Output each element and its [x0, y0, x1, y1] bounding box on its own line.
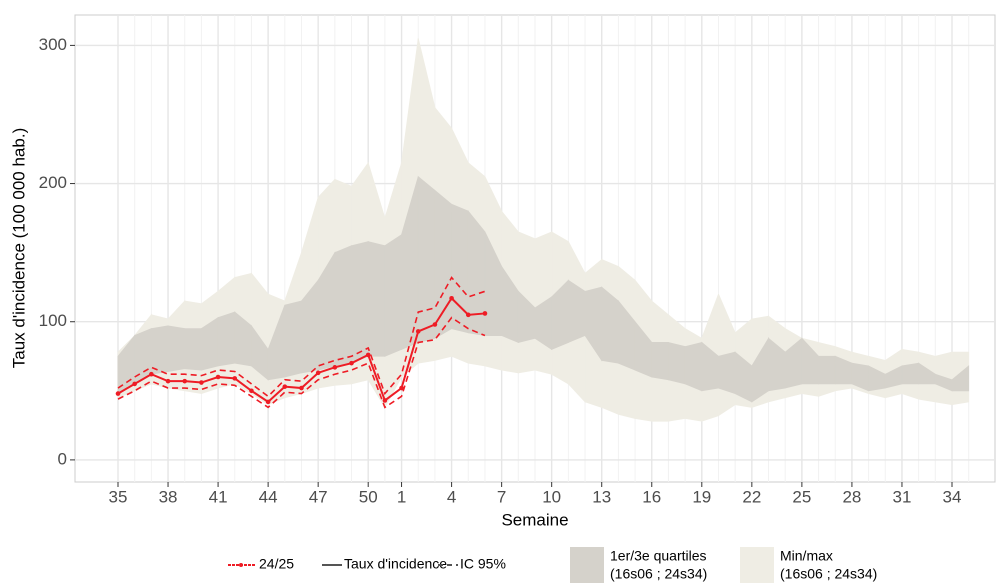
- x-tick-label: 16: [642, 487, 661, 506]
- x-tick-label: 35: [109, 487, 128, 506]
- band-segment: [150, 325, 169, 375]
- legend-label: 1er/3e quartiles: [610, 548, 707, 564]
- x-tick-label: 50: [359, 487, 378, 506]
- y-axis-label: Taux d'incidence (100 000 hab.): [9, 128, 28, 368]
- x-tick-label: 38: [159, 487, 178, 506]
- y-tick-label: 300: [39, 35, 67, 54]
- legend-swatch: [570, 547, 604, 583]
- x-tick-label: 47: [309, 487, 328, 506]
- series-point: [232, 376, 238, 381]
- x-tick-label: 13: [592, 487, 611, 506]
- legend-label: (16s06 ; 24s34): [780, 566, 877, 582]
- x-tick-label: 4: [447, 487, 456, 506]
- band-segment: [601, 286, 619, 364]
- series-point: [249, 388, 254, 394]
- y-tick-label: 200: [39, 173, 67, 192]
- legend-swatch: [740, 547, 774, 583]
- x-tick-label: 7: [497, 487, 506, 506]
- series-point: [265, 399, 271, 405]
- band-segment: [651, 342, 669, 381]
- band-segment: [184, 328, 202, 371]
- series-point: [382, 398, 388, 403]
- band-segment: [217, 311, 236, 367]
- series-point: [415, 329, 421, 334]
- legend-label: IC 95%: [460, 556, 506, 572]
- band-segment: [684, 341, 703, 392]
- series-point: [132, 381, 137, 387]
- series-point: [299, 385, 304, 391]
- band-segment: [951, 365, 970, 392]
- band-segment: [334, 245, 352, 367]
- series-point: [349, 360, 354, 366]
- band-segment: [417, 175, 436, 343]
- x-tick-label: 10: [542, 487, 561, 506]
- band-segment: [434, 189, 453, 340]
- x-tick-label: 22: [742, 487, 761, 506]
- band-segment: [167, 325, 186, 372]
- series-point: [432, 322, 438, 327]
- band-segment: [351, 241, 369, 364]
- legend-label: (16s06 ; 24s34): [610, 566, 707, 582]
- series-point: [115, 391, 121, 396]
- series-point: [215, 374, 221, 380]
- x-tick-label: 44: [259, 487, 278, 506]
- series-point: [315, 370, 321, 376]
- series-point: [449, 295, 454, 301]
- band-segment: [367, 241, 386, 357]
- series-point: [365, 352, 371, 358]
- x-tick-label: 34: [943, 487, 962, 506]
- legend-point: [239, 563, 243, 567]
- band-segment: [567, 279, 586, 344]
- band-segment: [901, 362, 920, 385]
- x-tick-label: 31: [892, 487, 911, 506]
- series-point: [199, 380, 204, 385]
- x-tick-label: 1: [397, 487, 406, 506]
- series-point: [282, 384, 288, 389]
- band-segment: [384, 233, 402, 357]
- series-point: [182, 378, 188, 384]
- legend-label: 24/25: [259, 556, 294, 572]
- y-tick-label: 100: [39, 311, 67, 330]
- x-tick-label: 25: [792, 487, 811, 506]
- bands: [117, 38, 970, 422]
- series-point: [465, 312, 471, 318]
- y-tick-label: 0: [58, 449, 67, 468]
- lines: [115, 276, 488, 409]
- band-segment: [668, 341, 686, 385]
- axes: 35 38 41 44 47 50 1 4 7 10 13 16 19 22 25 28 31 340100200…: [39, 35, 962, 507]
- legend-label: Min/max: [780, 548, 833, 564]
- band-segment: [718, 351, 736, 395]
- ci-low-line: [117, 316, 486, 409]
- x-tick-label: 19: [692, 487, 711, 506]
- legend-label: Taux d'incidence: [344, 556, 447, 572]
- band-segment: [818, 355, 836, 385]
- series-point: [399, 385, 404, 391]
- band-segment: [284, 300, 302, 378]
- legend: 24/25 Taux d'incidence IC 95% Min/max (16s06…: [228, 547, 877, 583]
- series-point: [332, 365, 338, 370]
- series-point: [482, 311, 488, 316]
- band-segment: [467, 210, 486, 337]
- series-point: [149, 371, 154, 377]
- x-tick-label: 41: [209, 487, 228, 506]
- x-tick-label: 28: [842, 487, 861, 506]
- series-point: [165, 378, 171, 384]
- x-axis-label: Semaine: [501, 510, 568, 529]
